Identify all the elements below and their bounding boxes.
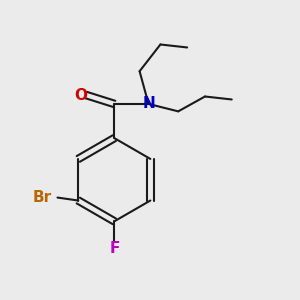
Text: O: O: [74, 88, 87, 103]
Text: Br: Br: [33, 190, 52, 205]
Text: N: N: [142, 96, 155, 111]
Text: F: F: [109, 241, 119, 256]
